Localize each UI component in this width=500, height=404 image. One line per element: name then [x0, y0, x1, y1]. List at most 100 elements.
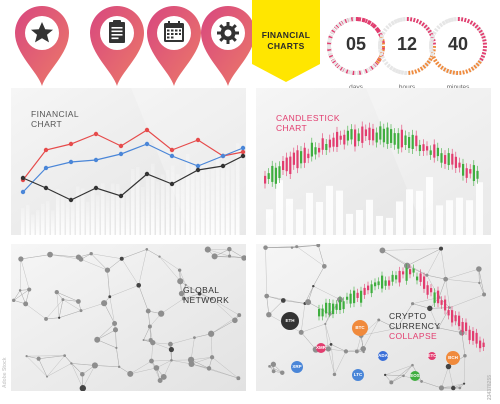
network-edge — [97, 339, 117, 349]
background-bar — [191, 166, 195, 235]
candle-body — [382, 128, 385, 143]
network-edge — [479, 282, 485, 295]
eos-label: EOS — [410, 373, 420, 378]
map-pin-calendar[interactable] — [143, 2, 205, 88]
financial-charts-banner: FINANCIAL CHARTS — [252, 0, 320, 82]
candle-body — [364, 129, 367, 137]
candle-body — [314, 147, 317, 155]
series-point — [240, 153, 246, 159]
candle-body — [418, 144, 421, 152]
timer-ring — [378, 17, 436, 75]
background-bar — [221, 161, 225, 235]
candle-body — [461, 321, 464, 332]
ring-segment — [335, 63, 340, 68]
network-edge — [26, 355, 65, 357]
network-node — [115, 346, 118, 349]
etc-coin — [428, 352, 436, 360]
candle-body — [271, 165, 274, 182]
ring-segment — [466, 18, 471, 24]
network-node — [177, 268, 182, 272]
ring-segment — [433, 58, 438, 63]
financial-chart-panel: FINANCIAL CHART — [11, 88, 246, 235]
candle-body — [278, 166, 281, 179]
ring-segment — [435, 61, 440, 66]
network-edge — [449, 294, 485, 308]
global-network-title: GLOBAL NETWORK — [183, 285, 230, 305]
network-node — [177, 278, 184, 285]
candle-body — [328, 139, 331, 148]
ring-segment — [421, 22, 425, 27]
network-edge — [97, 323, 115, 340]
candle-body — [318, 147, 321, 153]
network-edge — [115, 329, 117, 348]
candle-body — [469, 169, 472, 174]
candle-body — [377, 281, 380, 286]
network-edge — [382, 250, 408, 266]
network-edge — [313, 286, 341, 300]
background-bar — [61, 195, 65, 235]
candle-body — [472, 331, 475, 341]
network-edge — [58, 299, 64, 318]
map-pin-document[interactable] — [86, 2, 148, 88]
network-edge — [441, 383, 465, 389]
network-edge — [13, 290, 21, 301]
map-pin-star[interactable] — [11, 2, 73, 88]
network-node — [270, 361, 277, 368]
network-node — [75, 254, 82, 260]
network-node — [181, 296, 186, 301]
ring-segment — [438, 23, 443, 28]
candle-body — [356, 292, 359, 298]
network-node — [280, 298, 286, 303]
network-node — [209, 355, 215, 360]
network-edge — [429, 307, 450, 309]
map-pin-gear[interactable] — [197, 2, 259, 88]
timer-hours-caption: hours — [398, 84, 416, 91]
network-edge — [378, 319, 397, 329]
series-point — [195, 137, 201, 143]
volume-bar — [476, 182, 483, 235]
network-node — [18, 256, 24, 262]
ring-segment — [364, 18, 369, 24]
network-edge — [185, 284, 212, 300]
network-edge — [391, 375, 404, 383]
ring-segment — [425, 26, 430, 31]
background-bar — [31, 214, 35, 235]
background-bar — [216, 151, 220, 235]
ring-segment — [332, 28, 337, 32]
series-point — [93, 131, 99, 137]
crypto-collapse-panel: ETH BTC XMR XRP LTC ADA EOS BCH ETC CRYP… — [256, 244, 491, 391]
candle-body — [267, 173, 270, 179]
network-node — [158, 255, 161, 258]
network-node — [108, 295, 112, 299]
background-bar — [21, 207, 25, 235]
network-edge — [94, 365, 120, 368]
ring-segment — [474, 24, 479, 29]
ring-segment — [373, 62, 378, 67]
background-bar — [111, 183, 115, 235]
candle-body — [426, 146, 429, 151]
ring-segment — [422, 64, 427, 69]
ring-segment — [426, 60, 431, 64]
network-node — [476, 266, 482, 272]
network-node — [463, 354, 467, 358]
ring-segment — [480, 54, 486, 59]
network-edge — [91, 253, 108, 271]
network-node — [324, 322, 327, 326]
candle-body — [436, 147, 439, 157]
background-bar — [136, 167, 140, 235]
network-edge — [190, 337, 195, 360]
background-bar — [96, 195, 100, 235]
candle-body — [398, 270, 401, 283]
network-mesh — [12, 246, 246, 391]
network-node — [227, 246, 232, 252]
candle-body — [465, 322, 468, 332]
ring-segment — [380, 56, 385, 60]
background-bar — [211, 168, 215, 235]
candle-body — [325, 302, 328, 314]
background-bar — [161, 174, 165, 235]
network-node — [458, 386, 462, 390]
ring-segment — [379, 53, 384, 57]
background-bar — [26, 204, 30, 235]
network-edge — [170, 337, 195, 345]
network-edge — [179, 270, 186, 285]
